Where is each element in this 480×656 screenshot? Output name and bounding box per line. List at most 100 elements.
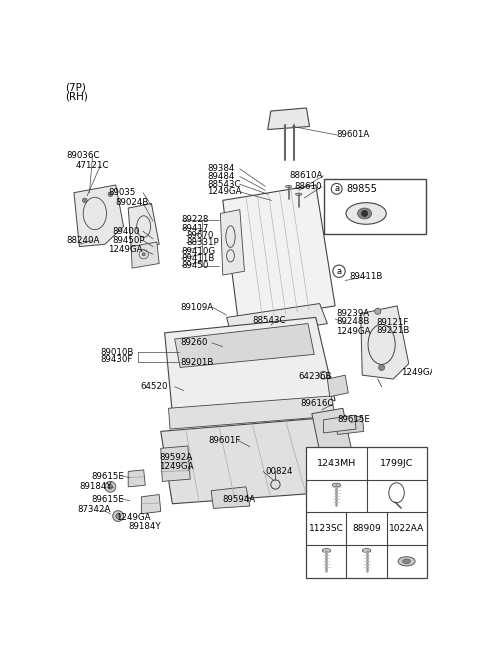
Circle shape bbox=[142, 253, 145, 256]
Text: 89616C: 89616C bbox=[300, 399, 334, 408]
Text: 89601F: 89601F bbox=[209, 436, 241, 445]
Text: 89430F: 89430F bbox=[100, 356, 132, 364]
Polygon shape bbox=[360, 306, 409, 379]
Text: 89239A: 89239A bbox=[336, 309, 369, 318]
Text: 47121C: 47121C bbox=[75, 161, 109, 170]
Circle shape bbox=[271, 480, 280, 489]
Text: 89411B: 89411B bbox=[349, 272, 383, 281]
Text: 89615E: 89615E bbox=[337, 415, 371, 424]
Polygon shape bbox=[132, 242, 159, 268]
Text: 89855: 89855 bbox=[346, 184, 377, 194]
Text: a: a bbox=[336, 267, 342, 276]
Text: 1249GA: 1249GA bbox=[108, 245, 143, 254]
Text: 89670: 89670 bbox=[186, 232, 214, 240]
Text: 89400: 89400 bbox=[113, 227, 140, 236]
Text: 89184Y: 89184Y bbox=[128, 522, 161, 531]
Text: 89450: 89450 bbox=[181, 261, 209, 270]
Ellipse shape bbox=[398, 557, 415, 566]
Circle shape bbox=[375, 308, 381, 314]
Text: 88331P: 88331P bbox=[186, 238, 219, 247]
Polygon shape bbox=[220, 210, 244, 275]
Text: (7P): (7P) bbox=[65, 83, 86, 93]
Bar bbox=[306, 447, 427, 578]
Text: 1249GA: 1249GA bbox=[336, 327, 371, 336]
Polygon shape bbox=[175, 323, 314, 367]
Text: 89221B: 89221B bbox=[376, 326, 409, 335]
Polygon shape bbox=[128, 470, 145, 487]
Text: 89109A: 89109A bbox=[180, 303, 213, 312]
Polygon shape bbox=[74, 185, 123, 247]
Text: 89410G: 89410G bbox=[181, 247, 216, 256]
Polygon shape bbox=[223, 185, 335, 321]
Text: 88543C: 88543C bbox=[252, 316, 286, 325]
Text: 89592A: 89592A bbox=[159, 453, 192, 462]
Circle shape bbox=[105, 482, 116, 492]
Bar bbox=[324, 179, 426, 234]
Polygon shape bbox=[335, 416, 364, 434]
Text: 89248B: 89248B bbox=[336, 317, 369, 326]
Text: 89228: 89228 bbox=[181, 215, 209, 224]
Text: 89484: 89484 bbox=[207, 172, 235, 181]
Polygon shape bbox=[165, 318, 335, 414]
Text: 89184Y: 89184Y bbox=[79, 482, 112, 491]
Text: 89417: 89417 bbox=[181, 224, 209, 233]
Text: 88610: 88610 bbox=[294, 182, 322, 191]
Polygon shape bbox=[161, 417, 350, 504]
Text: 64236B: 64236B bbox=[299, 372, 332, 381]
Text: 89121F: 89121F bbox=[376, 318, 408, 327]
Ellipse shape bbox=[332, 483, 341, 487]
Ellipse shape bbox=[358, 208, 372, 219]
Polygon shape bbox=[312, 408, 355, 470]
Ellipse shape bbox=[296, 193, 302, 195]
Polygon shape bbox=[327, 375, 348, 397]
Text: 89035: 89035 bbox=[108, 188, 135, 197]
Text: 1249GA: 1249GA bbox=[207, 188, 242, 196]
Text: 89010B: 89010B bbox=[100, 348, 133, 357]
Text: 89411B: 89411B bbox=[181, 254, 215, 262]
Circle shape bbox=[83, 198, 87, 203]
Text: 88240A: 88240A bbox=[66, 236, 99, 245]
Ellipse shape bbox=[346, 203, 386, 224]
Text: 88909: 88909 bbox=[352, 524, 381, 533]
Text: 87342A: 87342A bbox=[77, 505, 110, 514]
Circle shape bbox=[116, 514, 120, 518]
Polygon shape bbox=[128, 203, 159, 250]
Text: 89594A: 89594A bbox=[223, 495, 256, 504]
Text: 1243MH: 1243MH bbox=[317, 459, 356, 468]
Ellipse shape bbox=[322, 548, 331, 552]
Text: 89260: 89260 bbox=[180, 338, 207, 347]
Text: 89601A: 89601A bbox=[336, 131, 370, 140]
Ellipse shape bbox=[403, 559, 410, 564]
Polygon shape bbox=[324, 415, 356, 433]
Polygon shape bbox=[142, 495, 161, 514]
Circle shape bbox=[108, 485, 113, 489]
Text: 1022AA: 1022AA bbox=[389, 524, 424, 533]
Text: 89024B: 89024B bbox=[116, 198, 149, 207]
Text: 89450P: 89450P bbox=[113, 236, 145, 245]
Text: 00824: 00824 bbox=[265, 467, 293, 476]
Text: 1799JC: 1799JC bbox=[380, 459, 413, 468]
Polygon shape bbox=[227, 304, 327, 339]
Text: (RH): (RH) bbox=[65, 91, 88, 102]
Polygon shape bbox=[168, 396, 335, 429]
Text: 88610A: 88610A bbox=[289, 171, 323, 180]
Text: 89615E: 89615E bbox=[91, 495, 124, 504]
Text: 1249GA: 1249GA bbox=[401, 369, 435, 377]
Polygon shape bbox=[268, 108, 310, 129]
Circle shape bbox=[113, 510, 123, 522]
Circle shape bbox=[108, 192, 113, 197]
Polygon shape bbox=[211, 487, 250, 508]
Text: 1249GA: 1249GA bbox=[116, 513, 150, 522]
Text: 89201B: 89201B bbox=[180, 358, 214, 367]
Text: 89036C: 89036C bbox=[66, 152, 99, 160]
Text: 1123SC: 1123SC bbox=[309, 524, 344, 533]
Text: 1249GA: 1249GA bbox=[159, 462, 194, 471]
Text: a: a bbox=[334, 184, 339, 194]
Text: 89384: 89384 bbox=[207, 164, 235, 173]
Circle shape bbox=[379, 364, 385, 371]
Text: 89615E: 89615E bbox=[91, 472, 124, 481]
Ellipse shape bbox=[362, 548, 371, 552]
Circle shape bbox=[361, 211, 368, 216]
Text: 88543C: 88543C bbox=[207, 180, 241, 189]
Text: 64520: 64520 bbox=[141, 382, 168, 391]
